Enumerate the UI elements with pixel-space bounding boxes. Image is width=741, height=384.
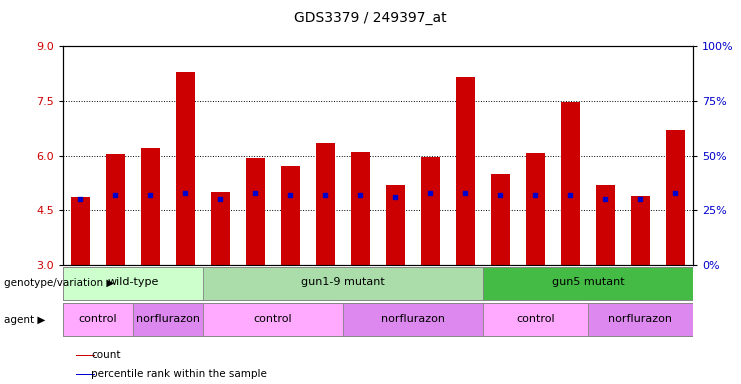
Bar <box>350 152 370 265</box>
Bar <box>71 197 90 265</box>
Bar <box>63 267 203 300</box>
Bar <box>343 303 483 336</box>
Bar <box>386 185 405 265</box>
Text: agent ▶: agent ▶ <box>4 314 45 325</box>
Bar <box>491 174 510 265</box>
Bar <box>631 195 650 265</box>
Bar <box>281 166 300 265</box>
Bar <box>246 159 265 265</box>
Text: control: control <box>516 314 555 324</box>
Text: wild-type: wild-type <box>107 278 159 288</box>
Text: GDS3379 / 249397_at: GDS3379 / 249397_at <box>294 11 447 25</box>
Text: norflurazon: norflurazon <box>381 314 445 324</box>
Bar <box>588 303 693 336</box>
Bar <box>63 303 133 336</box>
Bar <box>106 154 125 265</box>
Bar <box>456 77 475 265</box>
Bar <box>133 303 203 336</box>
Text: gun1-9 mutant: gun1-9 mutant <box>301 278 385 288</box>
Text: norflurazon: norflurazon <box>608 314 672 324</box>
Bar <box>596 185 615 265</box>
Bar <box>561 101 580 265</box>
Text: control: control <box>253 314 292 324</box>
Bar <box>421 157 440 265</box>
Bar <box>76 355 95 356</box>
Bar <box>141 148 160 265</box>
Bar <box>483 267 693 300</box>
Bar <box>526 153 545 265</box>
Bar <box>76 374 95 375</box>
Text: count: count <box>91 350 121 360</box>
Bar <box>203 303 343 336</box>
Text: percentile rank within the sample: percentile rank within the sample <box>91 369 268 379</box>
Text: norflurazon: norflurazon <box>136 314 200 324</box>
Bar <box>483 303 588 336</box>
Text: gun5 mutant: gun5 mutant <box>551 278 624 288</box>
Bar <box>665 130 685 265</box>
Bar <box>316 143 335 265</box>
Bar <box>176 71 195 265</box>
Text: genotype/variation ▶: genotype/variation ▶ <box>4 278 114 288</box>
Bar <box>211 192 230 265</box>
Bar <box>203 267 483 300</box>
Text: control: control <box>79 314 117 324</box>
